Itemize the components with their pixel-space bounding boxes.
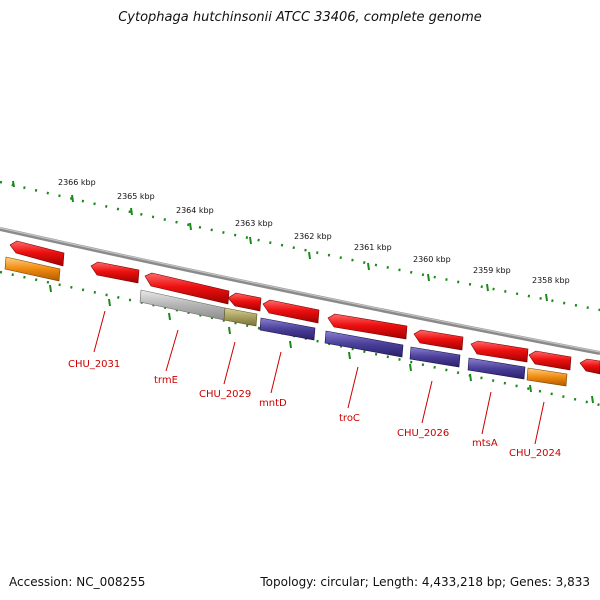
gene-feature (526, 367, 568, 387)
gene-feature (579, 358, 600, 375)
label-leaders (93, 310, 545, 445)
gene-label: CHU_2031 (68, 359, 120, 370)
gene-feature (413, 329, 464, 351)
genome-backbone (0, 227, 600, 355)
gene-feature (227, 292, 262, 312)
gene-label: mtsA (472, 438, 498, 449)
outer-major-ticks (12, 180, 548, 302)
gene-feature (9, 240, 65, 267)
reverse-features (4, 256, 568, 387)
gene-label: troC (339, 413, 360, 424)
kbp-label: 2364 kbp (176, 206, 214, 215)
kbp-label: 2359 kbp (473, 266, 511, 275)
gene-feature (327, 313, 408, 340)
genome-summary-text: Topology: circular; Length: 4,433,218 bp… (260, 575, 590, 589)
gene-feature (223, 307, 258, 327)
kbp-label: 2361 kbp (354, 243, 392, 252)
kbp-labels: 2366 kbp 2365 kbp 2364 kbp 2363 kbp 2362… (58, 178, 570, 285)
gene-feature (262, 299, 320, 324)
gene-label: trmE (154, 375, 178, 386)
forward-features (9, 240, 600, 375)
kbp-label: 2362 kbp (294, 232, 332, 241)
gene-label: CHU_2026 (397, 428, 449, 439)
gene-feature (467, 357, 526, 380)
inner-tick-ring (0, 270, 600, 407)
kbp-label: 2365 kbp (117, 192, 155, 201)
gene-feature (470, 340, 529, 363)
gene-feature (259, 317, 316, 341)
gene-label: mntD (259, 398, 287, 409)
gene-feature (324, 330, 404, 358)
accession-text: Accession: NC_008255 (9, 575, 146, 589)
gene-label: CHU_2024 (509, 448, 561, 459)
gene-feature (528, 350, 572, 371)
gene-feature (90, 261, 140, 284)
kbp-label: 2366 kbp (58, 178, 96, 187)
kbp-label: 2363 kbp (235, 219, 273, 228)
kbp-label: 2360 kbp (413, 255, 451, 264)
map-title: Cytophaga hutchinsonii ATCC 33406, compl… (118, 10, 482, 25)
kbp-label: 2358 kbp (532, 276, 570, 285)
gene-feature (4, 256, 61, 282)
inner-major-ticks (49, 284, 594, 404)
gene-label: CHU_2029 (199, 389, 251, 400)
gene-labels: CHU_2031 trmE CHU_2029 mntD troC CHU_202… (68, 359, 561, 459)
outer-tick-ring (0, 180, 600, 312)
gene-feature (144, 272, 230, 305)
gene-feature (409, 346, 461, 368)
